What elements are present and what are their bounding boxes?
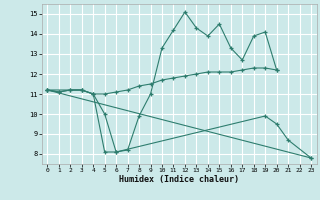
X-axis label: Humidex (Indice chaleur): Humidex (Indice chaleur) <box>119 175 239 184</box>
